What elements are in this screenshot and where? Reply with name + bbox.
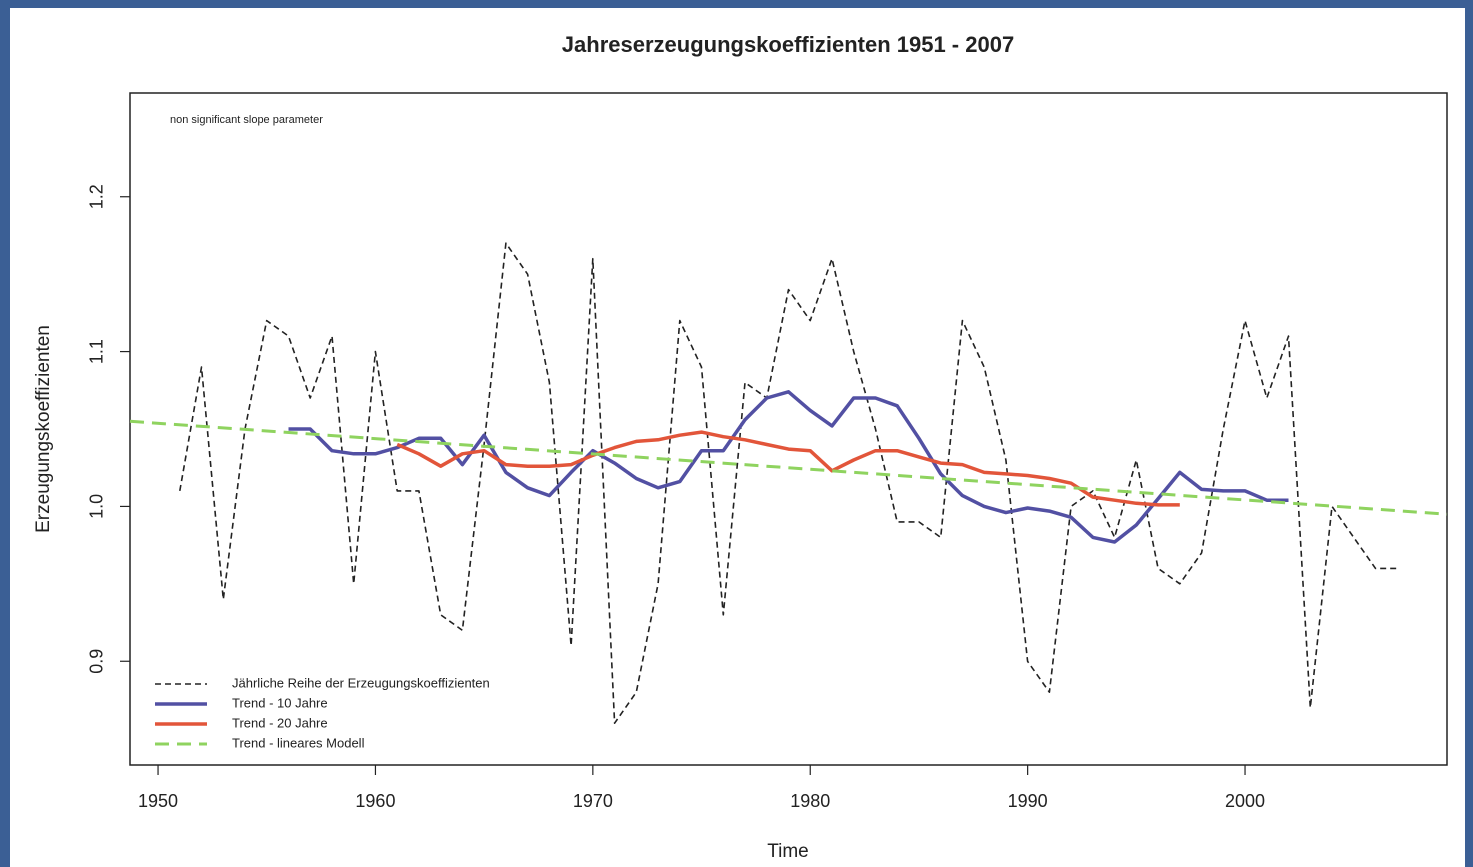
legend-label: Trend - lineares Modell bbox=[232, 735, 365, 750]
y-tick-label: 1.0 bbox=[87, 494, 107, 519]
x-tick-label: 1990 bbox=[1008, 791, 1048, 811]
data-line bbox=[179, 242, 1398, 724]
x-tick-label: 1960 bbox=[355, 791, 395, 811]
x-tick-label: 2000 bbox=[1225, 791, 1265, 811]
data-line bbox=[396, 430, 1180, 507]
x-tick-label: 1980 bbox=[790, 791, 830, 811]
y-axis-label: Erzeugungskoeffizienten bbox=[33, 325, 54, 533]
chart-title: Jahreserzeugungskoeffizienten 1951 - 200… bbox=[562, 32, 1014, 57]
legend-label: Trend - 10 Jahre bbox=[232, 695, 328, 710]
annotation: non significant slope parameter bbox=[170, 114, 323, 126]
x-tick-label: 1970 bbox=[573, 791, 613, 811]
plot-frame bbox=[129, 92, 1448, 766]
x-tick-label: 1950 bbox=[138, 791, 178, 811]
data-line bbox=[288, 390, 1289, 544]
x-axis-label: Time bbox=[767, 841, 809, 862]
data-line bbox=[129, 419, 1448, 516]
legend-label: Trend - 20 Jahre bbox=[232, 715, 328, 730]
y-tick-label: 0.9 bbox=[87, 649, 107, 674]
y-tick-label: 1.2 bbox=[87, 184, 107, 209]
y-tick-label: 1.1 bbox=[87, 339, 107, 364]
legend-label: Jährliche Reihe der Erzeugungskoeffizien… bbox=[232, 675, 490, 690]
